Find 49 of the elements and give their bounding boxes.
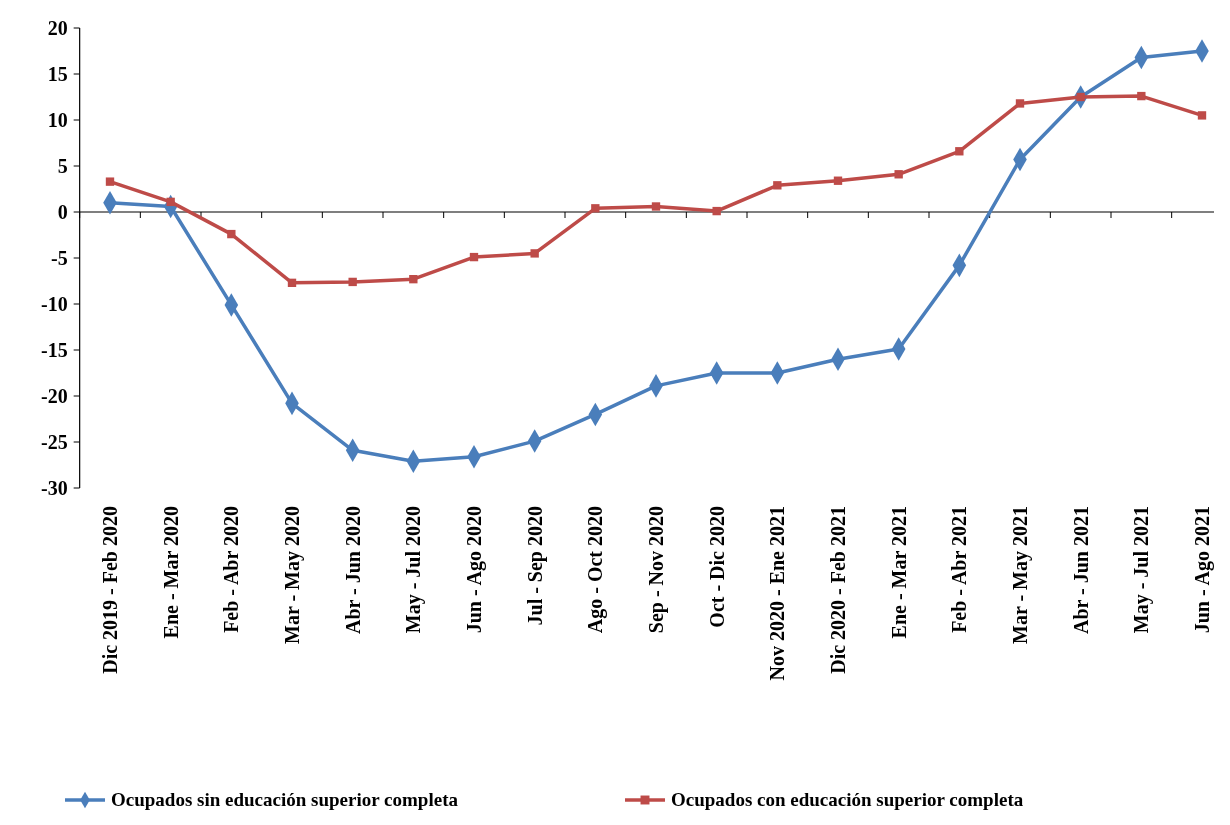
point xyxy=(651,202,661,211)
x-tick-label: Mar - May 2021 xyxy=(1009,506,1032,644)
x-tick-label: Ago - Oct 2020 xyxy=(584,506,608,634)
x-tick-label: May - Jul 2020 xyxy=(402,506,426,634)
point xyxy=(712,206,721,216)
y-tick-label: -10 xyxy=(40,293,68,315)
x-tick-label: Oct - Dic 2020 xyxy=(705,506,728,628)
y-tick-label: 0 xyxy=(57,201,68,223)
x-tick-label: Abr - Jun 2021 xyxy=(1069,506,1092,634)
point xyxy=(773,181,782,190)
x-tick-label: Ene - Mar 2021 xyxy=(887,506,910,639)
x-tick-label: Mar - May 2020 xyxy=(281,506,304,644)
point xyxy=(409,274,418,284)
x-tick-label: Feb - Abr 2020 xyxy=(220,506,243,633)
x-tick-label: Dic 2019 - Feb 2020 xyxy=(99,506,121,674)
y-tick-label: 5 xyxy=(57,155,68,177)
point xyxy=(287,278,297,288)
point xyxy=(1137,91,1146,101)
point xyxy=(833,176,843,185)
point xyxy=(469,252,479,262)
x-tick-label: May - Jul 2021 xyxy=(1130,506,1154,634)
point xyxy=(105,177,115,186)
x-tick-label: Abr - Jun 2020 xyxy=(341,506,364,634)
point xyxy=(591,204,600,213)
y-tick-label: -25 xyxy=(40,431,68,453)
y-tick-label: -15 xyxy=(40,339,68,361)
y-tick-label: 15 xyxy=(47,63,68,85)
y-tick-label: -30 xyxy=(40,477,68,499)
legend-label: Ocupados con educación superior completa xyxy=(671,789,1024,810)
x-tick-label: Jun - Ago 2020 xyxy=(463,506,486,634)
y-tick-label: -5 xyxy=(50,247,68,269)
point xyxy=(894,170,903,179)
point xyxy=(1015,99,1025,108)
x-tick-label: Nov 2020 - Ene 2021 xyxy=(766,506,789,681)
x-tick-label: Ene - Mar 2020 xyxy=(159,506,182,639)
point xyxy=(955,147,964,156)
point xyxy=(348,277,357,287)
y-tick-label: -20 xyxy=(40,385,68,407)
x-tick-label: Feb - Abr 2021 xyxy=(948,506,971,633)
y-tick-label: 10 xyxy=(47,109,68,131)
y-tick-label: 20 xyxy=(47,17,68,39)
x-tick-label: Jul - Sep 2020 xyxy=(523,506,547,626)
legend-label: Ocupados sin educación superior completa xyxy=(111,789,459,810)
point xyxy=(530,249,539,258)
x-tick-label: Dic 2020 - Feb 2021 xyxy=(827,506,849,674)
point xyxy=(1197,111,1207,120)
x-tick-label: Sep - Nov 2020 xyxy=(645,506,668,634)
point xyxy=(227,229,236,239)
x-tick-label: Jun - Ago 2021 xyxy=(1191,506,1214,634)
